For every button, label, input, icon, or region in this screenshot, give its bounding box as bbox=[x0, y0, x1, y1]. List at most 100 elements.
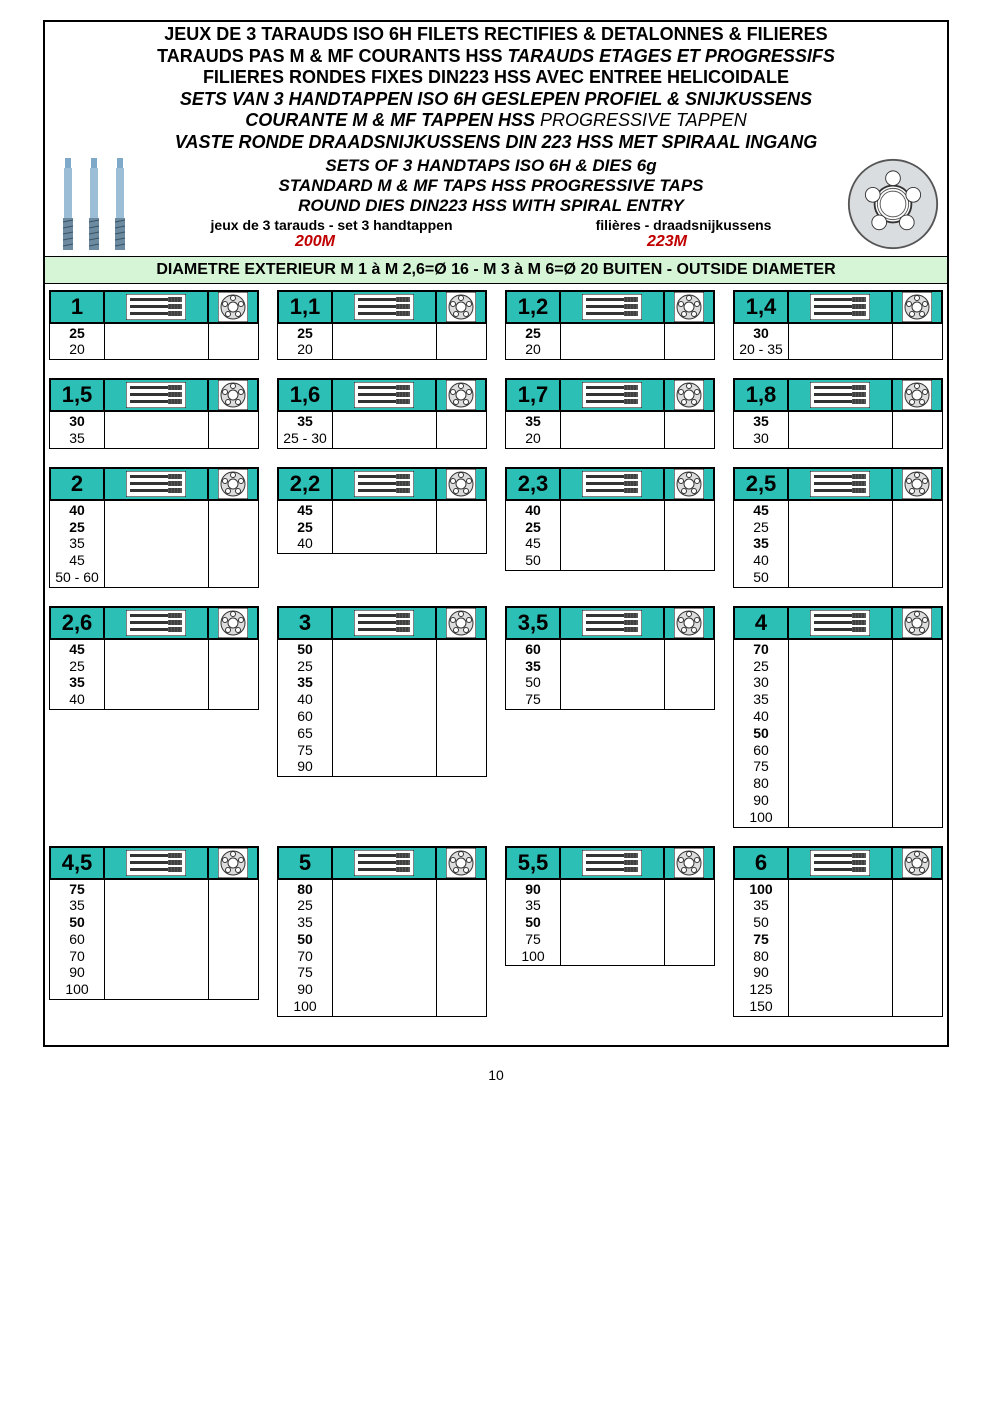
die-icon bbox=[847, 158, 939, 250]
cell-body: 452540 bbox=[277, 501, 487, 554]
taps-mini-icon bbox=[582, 294, 642, 320]
size-label: 2,5 bbox=[733, 467, 789, 501]
empty-column bbox=[105, 640, 209, 710]
value: 75 bbox=[278, 742, 332, 759]
cell-body: 3035 bbox=[49, 412, 259, 449]
taps-image bbox=[49, 154, 139, 254]
empty-column bbox=[789, 501, 893, 588]
empty-column bbox=[333, 501, 437, 554]
size-cell: 1,5 3035 bbox=[49, 378, 259, 449]
die-mini-icon bbox=[446, 848, 476, 878]
die-icon-box bbox=[437, 378, 487, 412]
cell-body: 3525 - 30 bbox=[277, 412, 487, 449]
taps-icon-box bbox=[789, 606, 893, 640]
value: 40 bbox=[734, 708, 788, 725]
die-icon-box bbox=[209, 378, 259, 412]
size-label: 4,5 bbox=[49, 846, 105, 880]
value: 20 bbox=[506, 341, 560, 358]
title-nl-3: VASTE RONDE DRAADSNIJKUSSENS DIN 223 HSS… bbox=[49, 132, 943, 154]
die-mini-icon bbox=[218, 608, 248, 638]
empty-column bbox=[209, 324, 259, 361]
empty-column bbox=[789, 412, 893, 449]
empty-column bbox=[105, 501, 209, 588]
cell-header: 2,6 bbox=[49, 606, 259, 640]
cell-body: 80253550707590100 bbox=[277, 880, 487, 1017]
value: 45 bbox=[278, 502, 332, 519]
die-mini-icon bbox=[446, 608, 476, 638]
empty-column bbox=[437, 324, 487, 361]
size-label: 3,5 bbox=[505, 606, 561, 640]
value: 60 bbox=[278, 708, 332, 725]
value: 100 bbox=[734, 881, 788, 898]
value: 25 bbox=[734, 658, 788, 675]
values-column: 753550607090100 bbox=[49, 880, 105, 1001]
title-fr-3: FILIERES RONDES FIXES DIN223 HSS AVEC EN… bbox=[49, 67, 943, 89]
taps-icon-box bbox=[789, 378, 893, 412]
die-icon-box bbox=[209, 606, 259, 640]
value: 35 bbox=[734, 413, 788, 430]
taps-mini-icon bbox=[354, 850, 414, 876]
cell-header: 5 bbox=[277, 846, 487, 880]
size-label: 1,7 bbox=[505, 378, 561, 412]
size-label: 1,8 bbox=[733, 378, 789, 412]
value: 100 bbox=[734, 809, 788, 826]
value: 35 bbox=[50, 674, 104, 691]
value: 90 bbox=[50, 964, 104, 981]
header-block: JEUX DE 3 TARAUDS ISO 6H FILETS RECTIFIE… bbox=[45, 22, 947, 257]
taps-mini-icon bbox=[126, 471, 186, 497]
size-cell: 2,2 452540 bbox=[277, 467, 487, 588]
value: 35 bbox=[734, 691, 788, 708]
cell-body: 60355075 bbox=[505, 640, 715, 710]
cell-body: 3020 - 35 bbox=[733, 324, 943, 361]
value: 50 - 60 bbox=[50, 569, 104, 586]
empty-column bbox=[209, 880, 259, 1001]
value: 75 bbox=[734, 931, 788, 948]
size-cell: 3,5 60355075 bbox=[505, 606, 715, 828]
value: 100 bbox=[50, 981, 104, 998]
size-cell: 2,6 45253540 bbox=[49, 606, 259, 828]
title-fr-2: TARAUDS PAS M & MF COURANTS HSS TARAUDS … bbox=[49, 46, 943, 68]
taps-icon-box bbox=[789, 467, 893, 501]
size-cell: 5 80253550707590100 bbox=[277, 846, 487, 1017]
die-mini-icon bbox=[218, 292, 248, 322]
die-icon-box bbox=[893, 467, 943, 501]
cell-body: 2520 bbox=[49, 324, 259, 361]
empty-column bbox=[333, 640, 437, 777]
value: 60 bbox=[50, 931, 104, 948]
cell-header: 4,5 bbox=[49, 846, 259, 880]
cell-body: 2520 bbox=[277, 324, 487, 361]
empty-column bbox=[665, 640, 715, 710]
die-mini-icon bbox=[902, 608, 932, 638]
value: 40 bbox=[50, 502, 104, 519]
value: 40 bbox=[50, 691, 104, 708]
title-en-2: STANDARD M & MF TAPS HSS PROGRESSIVE TAP… bbox=[139, 176, 843, 196]
empty-column bbox=[209, 640, 259, 710]
taps-icon-box bbox=[105, 290, 209, 324]
cell-header: 1,1 bbox=[277, 290, 487, 324]
value: 35 bbox=[50, 430, 104, 447]
cell-body: 2520 bbox=[505, 324, 715, 361]
empty-column bbox=[437, 501, 487, 554]
cell-header: 1,2 bbox=[505, 290, 715, 324]
empty-column bbox=[789, 880, 893, 1017]
cell-header: 1,8 bbox=[733, 378, 943, 412]
value: 25 bbox=[506, 325, 560, 342]
taps-mini-icon bbox=[810, 610, 870, 636]
values-column: 5025354060657590 bbox=[277, 640, 333, 777]
empty-column bbox=[893, 501, 943, 588]
die-mini-icon bbox=[902, 292, 932, 322]
size-label: 3 bbox=[277, 606, 333, 640]
grid-row: 1,5 3035 1,6 3525 - 30 1,7 bbox=[49, 378, 943, 449]
taps-icon-box bbox=[561, 378, 665, 412]
taps-icon-box bbox=[561, 846, 665, 880]
empty-column bbox=[665, 880, 715, 967]
values-column: 1003550758090125150 bbox=[733, 880, 789, 1017]
cell-header: 4 bbox=[733, 606, 943, 640]
taps-mini-icon bbox=[354, 471, 414, 497]
cell-header: 5,5 bbox=[505, 846, 715, 880]
value: 25 bbox=[734, 519, 788, 536]
empty-column bbox=[665, 501, 715, 571]
empty-column bbox=[893, 324, 943, 361]
die-icon-box bbox=[437, 290, 487, 324]
value: 35 bbox=[506, 413, 560, 430]
